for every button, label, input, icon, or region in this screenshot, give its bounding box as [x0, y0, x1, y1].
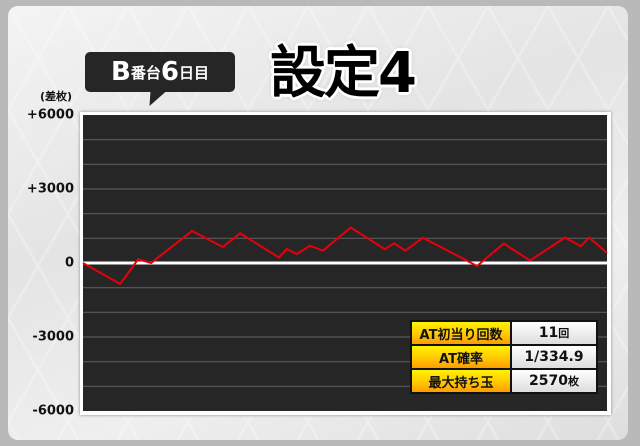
stat-label: AT初当り回数 — [412, 322, 510, 344]
stat-value: 11回 — [512, 322, 596, 344]
machine-label-bubble: B 番台 6 日目 — [85, 52, 235, 92]
y-tick-label: 0 — [64, 255, 74, 271]
stat-value: 1/334.9 — [512, 346, 596, 368]
stats-table: AT初当り回数 11回 AT確率 1/334.9 最大持ち玉 2570枚 — [410, 320, 598, 394]
stats-row: AT確率 1/334.9 — [412, 346, 596, 368]
y-tick-label: -6000 — [32, 403, 74, 419]
machine-day-suffix: 日目 — [178, 63, 209, 82]
data-series-line — [82, 226, 608, 286]
machine-unit: 番台 — [130, 63, 161, 82]
stats-row: 最大持ち玉 2570枚 — [412, 370, 596, 392]
y-tick-label: -3000 — [32, 329, 74, 345]
y-tick-label: +3000 — [26, 181, 74, 197]
machine-day: 6 — [160, 57, 179, 87]
machine-letter: B — [111, 57, 131, 87]
stats-row: AT初当り回数 11回 — [412, 322, 596, 344]
y-tick-label: +6000 — [26, 107, 74, 123]
stat-label: 最大持ち玉 — [412, 370, 510, 392]
stat-value: 2570枚 — [512, 370, 596, 392]
y-axis-unit: (差枚) — [40, 90, 73, 103]
setting-title: 設定4 — [270, 41, 417, 106]
stat-label: AT確率 — [412, 346, 510, 368]
